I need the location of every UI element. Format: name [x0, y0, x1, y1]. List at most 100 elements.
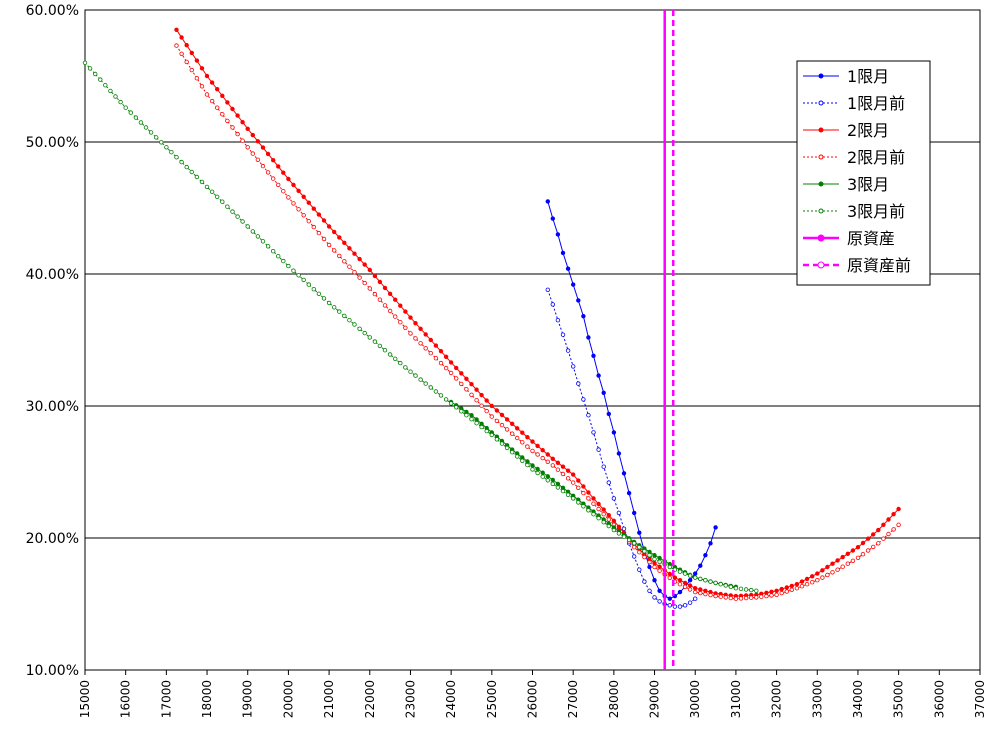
data-point — [113, 94, 118, 99]
data-point — [499, 422, 505, 428]
data-point — [326, 242, 332, 248]
data-point — [581, 397, 586, 402]
series-1 — [545, 199, 718, 601]
data-point — [281, 170, 286, 175]
data-point — [571, 480, 576, 485]
data-point — [179, 51, 184, 56]
data-point — [667, 603, 672, 608]
data-point — [459, 371, 464, 376]
data-point — [504, 417, 510, 422]
data-point — [474, 398, 479, 403]
y-tick-label: 50.00% — [26, 135, 79, 151]
data-point — [677, 569, 683, 574]
data-point — [387, 352, 393, 357]
data-point — [606, 523, 611, 529]
data-point — [184, 43, 189, 48]
data-point — [306, 218, 311, 224]
data-point — [601, 507, 606, 512]
data-point — [372, 339, 378, 344]
data-point — [713, 593, 718, 599]
data-point — [698, 587, 703, 592]
legend-label: 1限月前 — [847, 94, 905, 113]
data-point — [367, 286, 372, 291]
data-point — [438, 393, 444, 398]
data-point — [362, 280, 367, 286]
data-point — [321, 218, 327, 223]
data-point — [179, 35, 184, 40]
data-point — [479, 392, 484, 398]
data-point — [682, 571, 688, 576]
data-point — [250, 132, 255, 138]
data-point — [611, 527, 617, 533]
data-point — [571, 364, 576, 369]
data-point — [743, 587, 749, 592]
data-point — [733, 586, 739, 591]
data-point — [713, 580, 718, 586]
data-point — [835, 567, 840, 572]
data-point — [871, 532, 876, 537]
data-point — [398, 303, 403, 308]
data-point — [372, 273, 378, 279]
data-point — [225, 204, 230, 209]
x-tick-label: 16000 — [119, 680, 133, 718]
data-point — [642, 579, 647, 584]
data-point — [601, 520, 606, 525]
data-point — [494, 437, 500, 442]
data-point — [657, 588, 662, 593]
data-point — [479, 403, 484, 408]
data-point — [565, 468, 571, 473]
data-point — [255, 234, 261, 239]
data-point — [164, 145, 169, 150]
data-point — [316, 212, 322, 217]
data-point — [820, 568, 825, 573]
data-point — [403, 309, 408, 314]
data-point — [576, 485, 581, 490]
data-point — [250, 151, 255, 156]
data-point — [235, 113, 240, 118]
data-point — [540, 470, 545, 475]
data-point — [576, 298, 581, 303]
data-point — [428, 385, 433, 390]
data-point — [601, 464, 606, 469]
data-point — [433, 343, 439, 348]
data-point — [143, 125, 149, 130]
y-tick-label: 40.00% — [26, 267, 79, 283]
data-point — [749, 595, 754, 600]
data-point — [586, 335, 591, 340]
x-tick-label: 31000 — [729, 680, 743, 718]
data-point — [687, 573, 693, 578]
data-point — [626, 490, 632, 496]
data-point — [209, 189, 215, 194]
data-point — [891, 512, 896, 517]
data-point — [311, 224, 316, 230]
data-point — [174, 43, 179, 48]
x-tick-label: 33000 — [810, 680, 824, 718]
data-point — [708, 592, 713, 598]
data-point — [596, 373, 601, 378]
data-point — [830, 561, 835, 566]
data-point — [621, 526, 627, 531]
data-point — [398, 320, 403, 325]
data-point — [743, 595, 749, 601]
data-point — [474, 417, 479, 422]
data-point — [510, 450, 515, 455]
data-point — [494, 408, 500, 413]
legend-label: 3限月 — [847, 175, 889, 194]
data-point — [616, 451, 622, 456]
data-point — [255, 139, 261, 144]
data-point — [245, 126, 250, 131]
x-tick-label: 36000 — [932, 680, 946, 718]
data-point — [571, 496, 576, 501]
data-point — [611, 430, 617, 435]
data-point — [789, 583, 794, 589]
data-point — [586, 508, 591, 513]
data-point — [596, 501, 601, 507]
x-tick-label: 35000 — [892, 680, 906, 718]
data-point — [871, 544, 876, 550]
data-point — [703, 553, 708, 558]
legend-label: 原資産前 — [847, 256, 911, 275]
axes: 10.00% 20.00% 30.00% 40.00% 50.00% 60.00% 1500… — [26, 3, 987, 718]
data-point — [326, 300, 332, 306]
data-point — [438, 360, 444, 366]
